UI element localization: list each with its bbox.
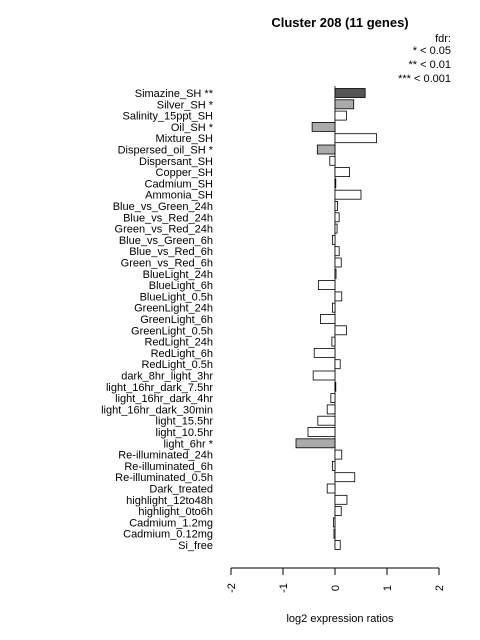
category-label: light_16hr_dark_4hr: [115, 393, 213, 405]
legend-entry-2: ** < 0.01: [408, 59, 451, 71]
category-label: BlueLight_6h: [149, 280, 213, 292]
x-tick-label: -2: [226, 583, 238, 593]
bars: [295, 88, 377, 550]
category-label: Cadmium_0.12mg: [123, 529, 213, 541]
bar: [316, 144, 336, 155]
chart-title: Cluster 208 (11 genes): [271, 15, 408, 30]
bar: [334, 133, 377, 144]
bar: [334, 325, 347, 336]
category-label: light_15.5hr: [156, 416, 214, 428]
category-label: Re-illuminated_0.5h: [115, 472, 213, 484]
category-label: Dark_treated: [149, 484, 213, 496]
bar: [334, 381, 337, 392]
legend: fdr: * < 0.05 ** < 0.01 *** < 0.001: [398, 33, 451, 85]
category-label: Oil_SH *: [171, 122, 214, 134]
category-label: light_16hr_dark_7.5hr: [106, 382, 213, 394]
category-label: GreenLight_6h: [140, 314, 213, 326]
category-label: Dispersant_SH: [139, 156, 213, 168]
bar: [334, 178, 337, 189]
category-label: GreenLight_0.5h: [131, 325, 213, 337]
bar: [326, 404, 336, 415]
bar: [334, 494, 348, 505]
bar: [334, 189, 362, 200]
legend-title: fdr:: [435, 33, 451, 45]
bar: [334, 88, 366, 98]
bar: [333, 528, 336, 539]
category-label: dark_8hr_light_3hr: [121, 371, 213, 383]
bar: [334, 167, 350, 178]
category-label: GreenLight_24h: [134, 303, 213, 315]
bar: [313, 347, 336, 358]
bar: [333, 517, 336, 528]
x-tick-label: 2: [434, 585, 446, 591]
category-label: highlight_0to6h: [138, 506, 213, 518]
bar: [329, 155, 336, 166]
category-label: BlueLight_0.5h: [140, 291, 213, 303]
category-label: Salinity_15ppt_SH: [122, 111, 213, 123]
bar: [331, 336, 336, 347]
bar: [331, 234, 336, 245]
category-label: Si_free: [178, 540, 213, 552]
category-label: Blue_vs_Green_6h: [119, 235, 213, 247]
bar: [307, 427, 336, 437]
legend-entry-3: *** < 0.001: [398, 73, 451, 85]
bar: [295, 438, 336, 449]
bar: [331, 302, 336, 313]
category-labels: Simazine_SH **Silver_SH *Salinity_15ppt_…: [101, 88, 214, 552]
category-label: Re-illuminated_6h: [124, 461, 213, 473]
bar: [311, 122, 336, 132]
category-label: Cadmium_1.2mg: [129, 517, 213, 529]
category-label: light_10.5hr: [156, 427, 214, 439]
bar: [334, 540, 341, 550]
bar: [312, 370, 336, 381]
bar: [331, 460, 336, 471]
category-label: BlueLight_24h: [143, 269, 213, 281]
x-tick-label: 0: [330, 585, 342, 591]
bar: [330, 393, 336, 404]
bar: [326, 483, 336, 494]
category-label: light_16hr_dark_30min: [101, 404, 213, 416]
category-label: Copper_SH: [156, 167, 214, 179]
category-label: Green_vs_Red_24h: [115, 224, 213, 236]
x-tick-label: 1: [382, 585, 394, 591]
category-label: Blue_vs_Red_24h: [123, 212, 213, 224]
bar: [334, 223, 338, 234]
category-label: Cadmium_SH: [145, 178, 214, 190]
category-label: Re-illuminated_24h: [118, 450, 213, 462]
bar: [334, 212, 340, 223]
x-axis: -2 -1 0 1 2: [226, 567, 446, 593]
bar: [334, 268, 337, 279]
bar: [334, 110, 347, 121]
category-label: Blue_vs_Red_6h: [129, 246, 213, 258]
bar: [334, 449, 343, 460]
legend-entry-1: * < 0.05: [413, 45, 451, 57]
bar: [334, 359, 341, 370]
category-label: Silver_SH *: [157, 99, 214, 111]
category-label: Blue_vs_Green_24h: [113, 201, 213, 213]
bar: [334, 99, 355, 110]
category-label: Ammonia_SH: [145, 190, 213, 202]
x-tick-label: -1: [278, 583, 290, 593]
bar: [317, 415, 336, 426]
category-label: Simazine_SH **: [135, 88, 214, 100]
category-label: light_6hr *: [163, 438, 213, 450]
category-label: RedLight_0.5h: [141, 359, 213, 371]
category-label: Green_vs_Red_6h: [121, 258, 213, 270]
category-label: Dispersed_oil_SH *: [118, 145, 214, 157]
category-label: RedLight_24h: [144, 337, 213, 349]
category-label: RedLight_6h: [151, 348, 213, 360]
x-axis-label: log2 expression ratios: [286, 613, 394, 625]
bar: [334, 472, 356, 483]
bar: [334, 201, 338, 211]
category-label: Mixture_SH: [156, 133, 214, 145]
bar: [334, 291, 343, 302]
bar: [334, 246, 340, 257]
bar: [334, 257, 342, 268]
bar: [317, 280, 336, 291]
bar: [320, 314, 336, 324]
bar: [334, 506, 342, 517]
category-label: highlight_12to48h: [126, 495, 213, 507]
